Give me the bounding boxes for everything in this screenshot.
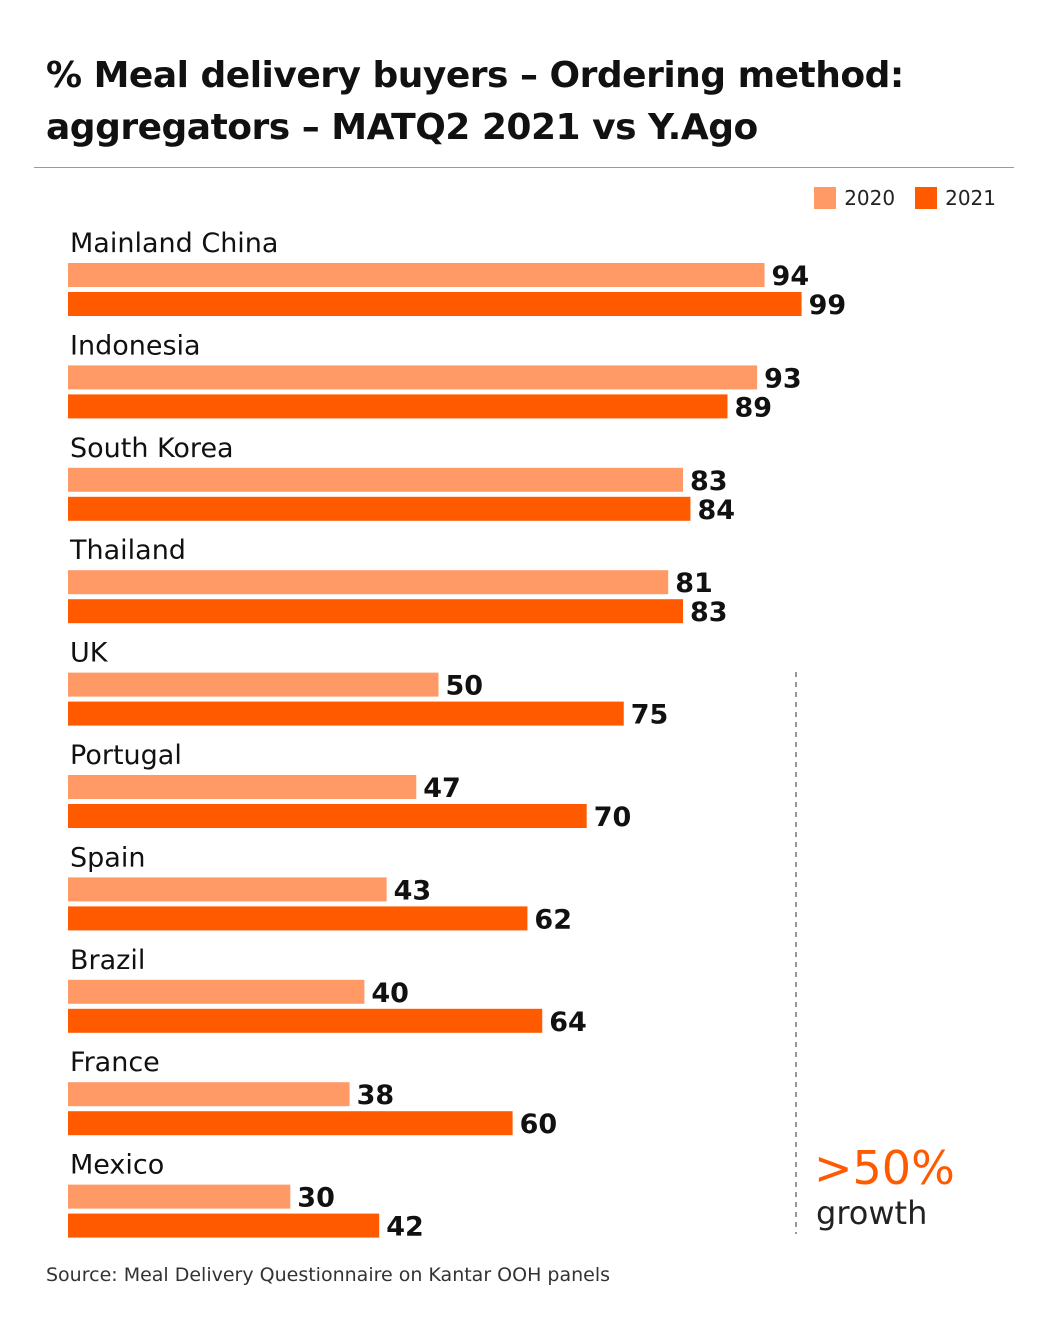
bar-thailand-2020 bbox=[68, 570, 669, 595]
bar-indonesia-2020 bbox=[68, 365, 758, 390]
bar-mexico-2020 bbox=[68, 1184, 291, 1209]
value-label-uk-2021: 75 bbox=[631, 700, 669, 731]
legend: 2020 2021 bbox=[794, 186, 996, 210]
value-label-spain-2020: 43 bbox=[394, 875, 432, 906]
value-label-south-korea-2020: 83 bbox=[690, 466, 728, 497]
bar-spain-2020 bbox=[68, 877, 387, 902]
callout-text: growth bbox=[816, 1194, 927, 1232]
bar-mainland-china-2021 bbox=[68, 292, 802, 316]
category-label-uk: UK bbox=[70, 638, 109, 669]
legend-label-2021: 2021 bbox=[945, 186, 996, 210]
legend-item-2020: 2020 bbox=[814, 186, 895, 210]
value-label-spain-2021: 62 bbox=[534, 904, 572, 935]
category-label-indonesia: Indonesia bbox=[70, 330, 201, 361]
bar-south-korea-2021 bbox=[68, 496, 691, 521]
bar-south-korea-2020 bbox=[68, 467, 684, 492]
value-label-uk-2020: 50 bbox=[446, 671, 484, 702]
bar-france-2020 bbox=[68, 1082, 350, 1107]
category-label-portugal: Portugal bbox=[70, 740, 182, 771]
bar-brazil-2020 bbox=[68, 979, 365, 1004]
category-label-brazil: Brazil bbox=[70, 945, 145, 976]
value-label-thailand-2020: 81 bbox=[675, 568, 713, 599]
value-label-indonesia-2021: 89 bbox=[734, 392, 772, 423]
value-label-brazil-2020: 40 bbox=[371, 978, 409, 1009]
value-label-south-korea-2021: 84 bbox=[697, 495, 735, 526]
source-note: Source: Meal Delivery Questionnaire on K… bbox=[46, 1264, 611, 1286]
value-label-mainland-china-2021: 99 bbox=[809, 290, 847, 321]
legend-swatch-2021 bbox=[915, 187, 938, 209]
bar-indonesia-2021 bbox=[68, 394, 728, 419]
chart-title: % Meal delivery buyers – Ordering method… bbox=[46, 55, 904, 148]
bar-thailand-2021 bbox=[68, 599, 684, 624]
value-label-mainland-china-2020: 94 bbox=[772, 261, 810, 292]
value-label-brazil-2021: 64 bbox=[549, 1007, 587, 1038]
bar-france-2021 bbox=[68, 1111, 513, 1136]
bar-mexico-2021 bbox=[68, 1213, 380, 1238]
bar-portugal-2021 bbox=[68, 804, 587, 828]
category-label-mainland-china: Mainland China bbox=[70, 228, 278, 259]
legend-item-2021: 2021 bbox=[915, 186, 996, 210]
bar-uk-2021 bbox=[68, 701, 624, 726]
callout-value: >50% bbox=[814, 1141, 955, 1195]
value-label-thailand-2021: 83 bbox=[690, 597, 728, 628]
bar-spain-2021 bbox=[68, 906, 528, 931]
value-label-mexico-2020: 30 bbox=[297, 1183, 335, 1214]
legend-swatch-2020 bbox=[814, 187, 837, 209]
category-label-south-korea: South Korea bbox=[70, 433, 234, 464]
bar-portugal-2020 bbox=[68, 775, 417, 799]
value-label-france-2021: 60 bbox=[520, 1109, 558, 1140]
value-label-portugal-2021: 70 bbox=[594, 802, 632, 833]
legend-label-2020: 2020 bbox=[844, 186, 896, 210]
value-label-mexico-2021: 42 bbox=[386, 1212, 424, 1243]
category-label-mexico: Mexico bbox=[70, 1150, 164, 1181]
bar-brazil-2021 bbox=[68, 1008, 543, 1033]
value-label-indonesia-2020: 93 bbox=[764, 363, 802, 394]
bar-mainland-china-2020 bbox=[68, 263, 765, 287]
category-label-france: France bbox=[70, 1047, 160, 1078]
value-label-france-2020: 38 bbox=[357, 1080, 395, 1111]
bar-uk-2020 bbox=[68, 672, 439, 697]
category-label-thailand: Thailand bbox=[69, 535, 186, 566]
value-label-portugal-2020: 47 bbox=[423, 773, 461, 804]
title-divider bbox=[34, 167, 1014, 168]
category-label-spain: Spain bbox=[70, 842, 145, 873]
